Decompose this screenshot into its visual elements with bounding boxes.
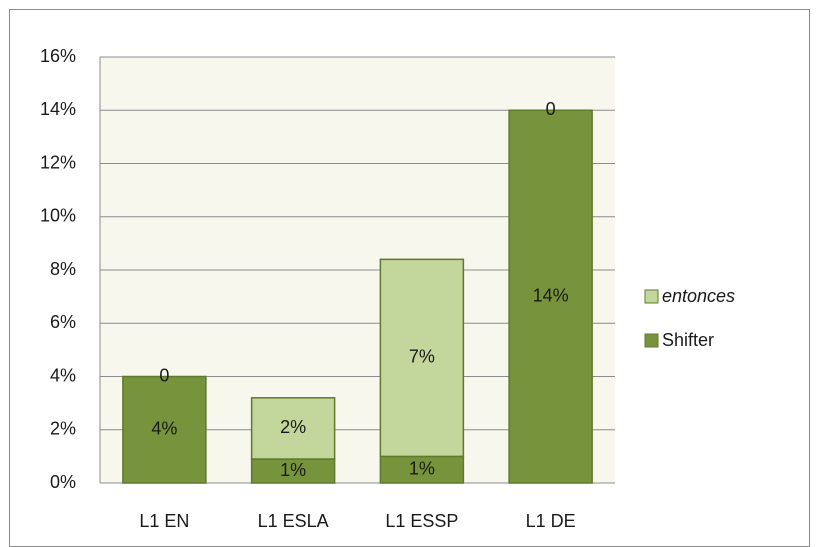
y-tick-label: 12% <box>40 152 76 172</box>
legend-label: Shifter <box>662 330 714 350</box>
bar-segment <box>508 109 593 484</box>
bar-segment <box>122 375 207 484</box>
legend-swatch <box>644 289 659 304</box>
y-tick-label: 2% <box>50 419 76 439</box>
y-tick-label: 14% <box>40 99 76 119</box>
y-tick-label: 0% <box>50 472 76 492</box>
y-tick-label: 16% <box>40 46 76 66</box>
y-tick-label: 8% <box>50 259 76 279</box>
legend-swatch <box>644 333 659 348</box>
data-label: 14% <box>533 285 569 305</box>
x-tick-label: L1 ESLA <box>258 511 329 531</box>
x-tick-label: L1 DE <box>526 511 576 531</box>
x-tick-label: L1 ESSP <box>385 511 458 531</box>
data-label: 4% <box>151 419 177 439</box>
data-label: 2% <box>280 417 306 437</box>
bar-segment <box>379 455 465 484</box>
data-label: 7% <box>409 347 435 367</box>
x-tick-label: L1 EN <box>139 511 189 531</box>
y-tick-label: 6% <box>50 312 76 332</box>
legend-label: entonces <box>662 286 735 306</box>
bar-segment <box>379 258 465 458</box>
bar-segment <box>250 397 336 460</box>
data-label: 1% <box>409 458 435 478</box>
data-label: 0 <box>546 99 556 119</box>
data-label: 0 <box>159 365 169 385</box>
y-tick-label: 4% <box>50 365 76 385</box>
data-label: 1% <box>280 460 306 480</box>
y-tick-label: 10% <box>40 206 76 226</box>
